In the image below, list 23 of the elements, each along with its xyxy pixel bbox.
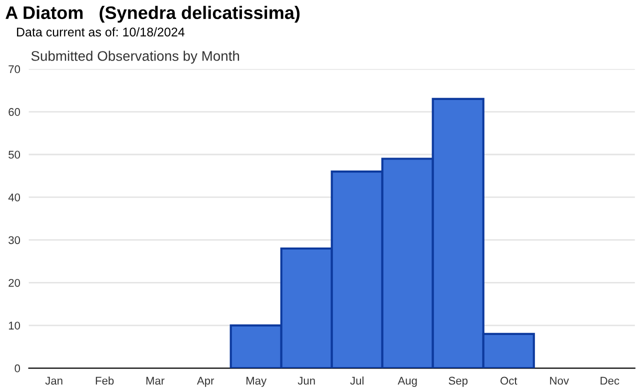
- x-tick-label: Dec: [600, 376, 620, 385]
- x-tick-label: Sep: [448, 376, 468, 387]
- chart-title: A Diatom (Synedra delicatissima): [6, 6, 300, 23]
- y-tick-label: 30: [8, 236, 20, 244]
- x-tick-label: Feb: [96, 376, 114, 385]
- x-tick-label: Mar: [146, 376, 164, 385]
- y-tick-label: 10: [8, 322, 20, 330]
- y-tick-label: 70: [8, 65, 20, 74]
- y-tick-label: 50: [8, 150, 20, 159]
- x-tick-label: Oct: [500, 376, 518, 385]
- x-tick-label: May: [246, 376, 267, 387]
- x-tick-label: Nov: [550, 376, 569, 385]
- x-tick-label: Jul: [350, 376, 364, 385]
- chart-subtitle: Data current as of: 10/18/2024: [17, 27, 184, 36]
- y-tick-label: 60: [8, 108, 20, 116]
- y-tick-label: 40: [8, 193, 20, 202]
- x-tick-label: Jun: [298, 376, 315, 385]
- x-tick-label: Jan: [45, 376, 62, 385]
- x-tick-label: Aug: [398, 376, 417, 387]
- text: Submitted Observations by Month: [31, 50, 240, 64]
- x-tick-label: Apr: [196, 376, 214, 387]
- y-tick-label: 20: [8, 278, 20, 287]
- y-tick-label: 0: [14, 364, 20, 372]
